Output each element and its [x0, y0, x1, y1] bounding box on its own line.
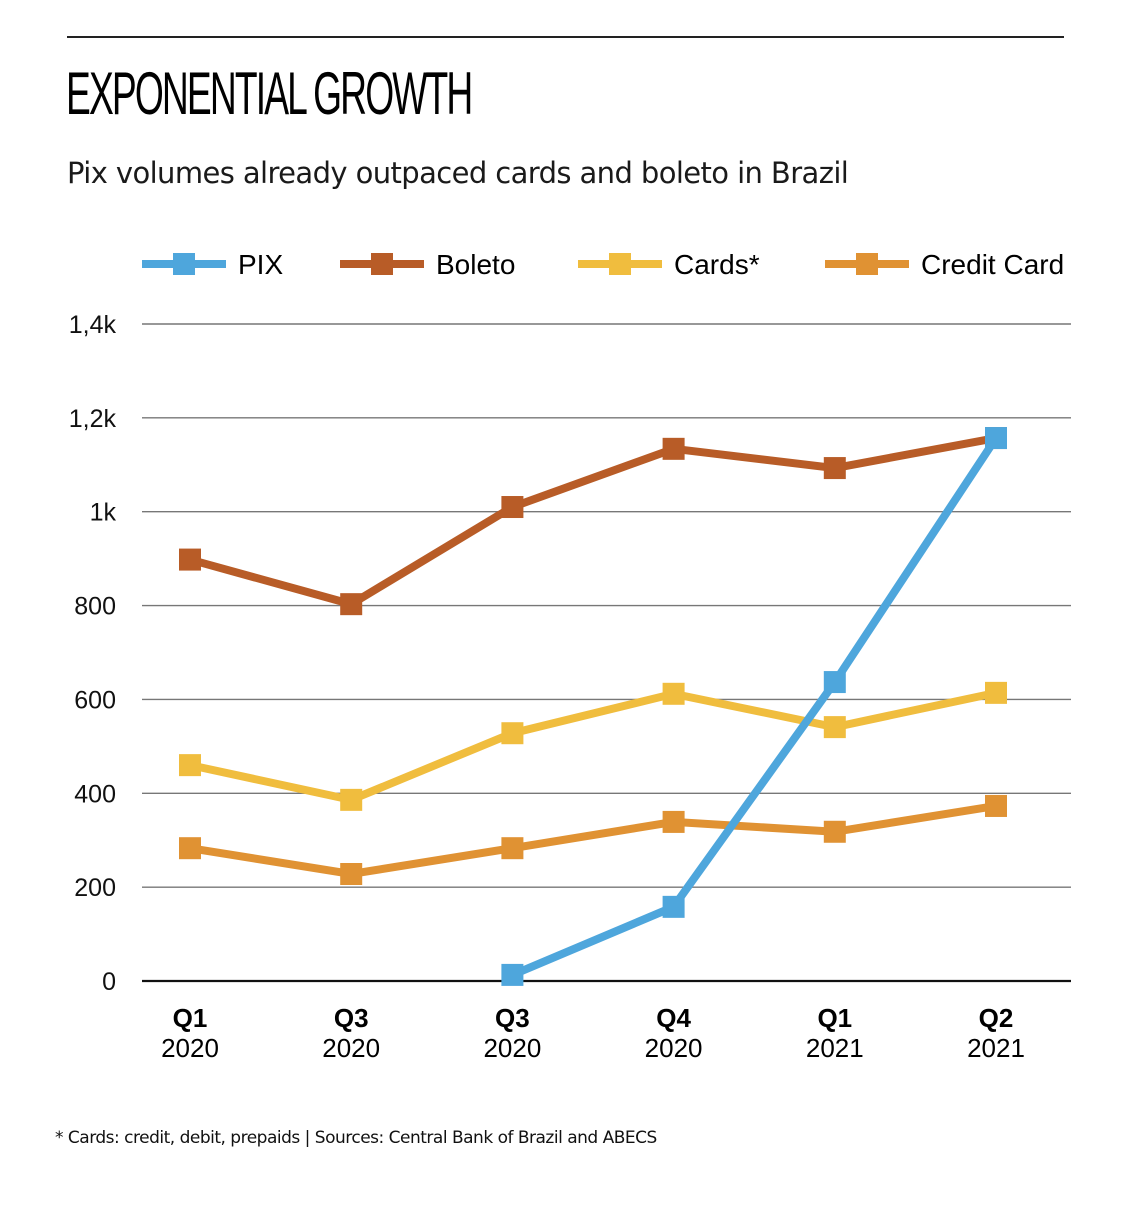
y-tick-label: 400: [74, 780, 116, 808]
data-point-credit-card: [501, 837, 524, 860]
data-point-boleto: [662, 437, 685, 460]
data-point-cards: [662, 682, 685, 705]
data-point-cards: [340, 788, 363, 811]
x-tick-year: 2021: [967, 1033, 1025, 1063]
data-point-credit-card: [823, 820, 846, 843]
legend-label: Credit Card: [921, 249, 1064, 280]
data-point-credit-card: [340, 863, 363, 886]
data-point-pix: [823, 671, 846, 694]
x-tick-quarter: Q2: [979, 1003, 1014, 1033]
legend-swatch-marker: [173, 253, 195, 275]
x-tick-year: 2021: [806, 1033, 864, 1063]
legend-swatch-marker: [371, 253, 393, 275]
data-point-boleto: [501, 496, 524, 519]
x-tick-quarter: Q1: [817, 1003, 852, 1033]
data-point-cards: [501, 722, 524, 745]
y-tick-label: 1,2k: [69, 405, 117, 433]
series-pix: [501, 427, 1007, 986]
x-tick-year: 2020: [161, 1033, 219, 1063]
data-point-credit-card: [662, 810, 685, 833]
y-tick-label: 800: [74, 593, 116, 621]
data-point-cards: [823, 716, 846, 739]
x-tick-year: 2020: [322, 1033, 380, 1063]
x-tick-quarter: Q3: [334, 1003, 369, 1033]
series-line-boleto: [188, 434, 997, 609]
data-point-cards: [179, 754, 201, 777]
data-point-pix: [501, 963, 524, 986]
series-line-pix: [510, 435, 1000, 979]
legend-label: PIX: [238, 249, 283, 280]
series-boleto: [179, 427, 1007, 616]
data-point-boleto: [179, 548, 201, 571]
y-tick-label: 0: [102, 968, 116, 996]
series-credit-card: [179, 794, 1007, 886]
data-point-boleto: [340, 593, 363, 616]
y-axis: 0 200 400 600 800 1k 1,2k 1,4k: [69, 311, 117, 996]
x-tick-quarter: Q1: [173, 1003, 208, 1033]
legend-item-cards: Cards*: [578, 249, 760, 280]
x-tick-year: 2020: [645, 1033, 703, 1063]
series-cards: [179, 681, 1007, 811]
series-line-credit-card: [189, 802, 997, 879]
chart-subtitle: Pix volumes already outpaced cards and b…: [67, 156, 849, 190]
footnote: * Cards: credit, debit, prepaids | Sourc…: [55, 1128, 657, 1148]
y-tick-label: 1k: [90, 499, 117, 527]
data-point-cards: [985, 681, 1007, 704]
x-tick-quarter: Q4: [656, 1003, 691, 1033]
legend: PIX Boleto Cards* Credit Card: [142, 249, 1064, 280]
data-point-pix: [985, 427, 1007, 450]
data-point-boleto: [823, 457, 846, 480]
legend-label: Boleto: [436, 249, 515, 280]
data-point-credit-card: [985, 794, 1007, 817]
legend-label: Cards*: [674, 249, 760, 280]
data-point-credit-card: [179, 837, 201, 860]
y-tick-label: 200: [74, 874, 116, 902]
x-tick-year: 2020: [483, 1033, 541, 1063]
chart-title: EXPONENTIAL GROWTH: [66, 60, 473, 127]
legend-item-boleto: Boleto: [340, 249, 515, 280]
series-line-cards: [189, 688, 997, 805]
data-point-pix: [662, 895, 685, 918]
series-layer: [179, 427, 1007, 986]
y-tick-label: 600: [74, 686, 116, 714]
y-tick-label: 1,4k: [69, 311, 117, 339]
top-rule: [67, 36, 1064, 38]
x-tick-quarter: Q3: [495, 1003, 530, 1033]
legend-item-pix: PIX: [142, 249, 283, 280]
legend-swatch-marker: [609, 253, 631, 275]
legend-item-credit-card: Credit Card: [825, 249, 1064, 280]
gridlines: [142, 323, 1071, 983]
legend-swatch-marker: [856, 253, 878, 275]
